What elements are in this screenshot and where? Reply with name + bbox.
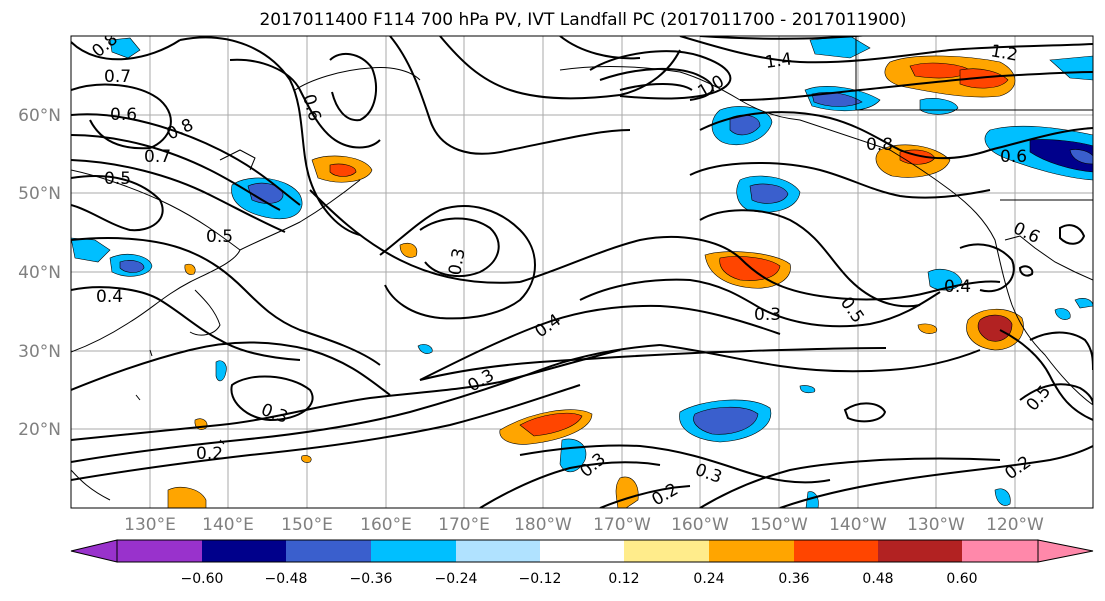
map-title: 2017011400 F114 700 hPa PV, IVT Landfall… [259,10,906,30]
colorbar-tick-label: −0.48 [265,571,308,587]
colorbar-segment [794,540,878,562]
contour-label: 0.6 [1000,147,1027,167]
colorbar-ticks: −0.60 −0.48 −0.36 −0.24 −0.12 0.12 0.24 … [181,571,978,587]
contour-label: 0.6 [110,105,137,125]
colorbar-tick-label: 0.12 [608,571,639,587]
colorbar-segment [371,540,456,562]
colorbar-extend-low [71,540,117,562]
colorbar: −0.60 −0.48 −0.36 −0.24 −0.12 0.12 0.24 … [70,539,1094,587]
lat-label: 30°N [18,342,61,362]
contour-label: 0.3 [754,305,781,325]
colorbar-segment [709,540,794,562]
contour-label: 0.7 [104,67,131,87]
colorbar-segment [202,540,286,562]
colorbar-tick-label: 0.60 [946,571,977,587]
map-panel: 0.8 0.7 0.6 0.5 0.8 0.7 0.6 0.5 0.4 1.4 … [70,35,1094,509]
contour-label: 0.5 [206,227,233,247]
contour-label: 0.4 [96,287,123,307]
colorbar-tick-label: −0.24 [435,571,478,587]
lon-label: 170°W [593,515,651,535]
contour-label: 0.2 [196,444,223,464]
lat-label: 50°N [18,184,61,204]
latitude-labels: 60°N 50°N 40°N 30°N 20°N [18,106,61,440]
lon-label: 160°W [671,515,729,535]
lat-label: 40°N [18,263,61,283]
lat-label: 20°N [18,420,61,440]
lon-label: 150°E [281,515,333,535]
colorbar-tick-label: 0.48 [862,571,893,587]
contour-label: 0.5 [104,169,131,189]
colorbar-tick-label: 0.24 [693,571,724,587]
contour-label: 0.4 [944,277,971,297]
colorbar-segment [624,540,709,562]
colorbar-segments [71,540,1093,562]
lon-label: 130°W [907,515,965,535]
colorbar-tick-label: −0.36 [350,571,393,587]
lon-label: 170°E [438,515,490,535]
colorbar-segment [540,540,624,562]
colorbar-frame-right [1037,539,1094,563]
lon-label: 140°W [829,515,887,535]
contour-label: 0.7 [144,147,171,167]
lat-label: 60°N [18,106,61,126]
colorbar-tick-label: 0.36 [778,571,809,587]
colorbar-segment [117,540,202,562]
colorbar-segment [878,540,962,562]
contour-label: 1.2 [989,41,1019,65]
map-frame [70,35,1094,509]
colorbar-segment [286,540,371,562]
lon-label: 140°E [202,515,254,535]
lon-label: 150°W [750,515,808,535]
lon-label: 130°E [124,515,176,535]
lon-label: 160°E [360,515,412,535]
colorbar-tick-label: −0.12 [519,571,562,587]
contour-label: 0.3 [445,247,469,277]
colorbar-extend-high [1038,540,1093,562]
lon-label: 120°W [986,515,1044,535]
colorbar-tick-label: −0.60 [181,571,224,587]
longitude-labels: 130°E 140°E 150°E 160°E 170°E 180°W 170°… [124,515,1044,535]
pv-contours [71,36,1093,508]
lon-label: 180°W [514,515,572,535]
contour-label: 1.4 [764,49,794,73]
contour-label: 0.8 [866,135,893,155]
colorbar-segment [456,540,540,562]
colorbar-segment [962,540,1038,562]
